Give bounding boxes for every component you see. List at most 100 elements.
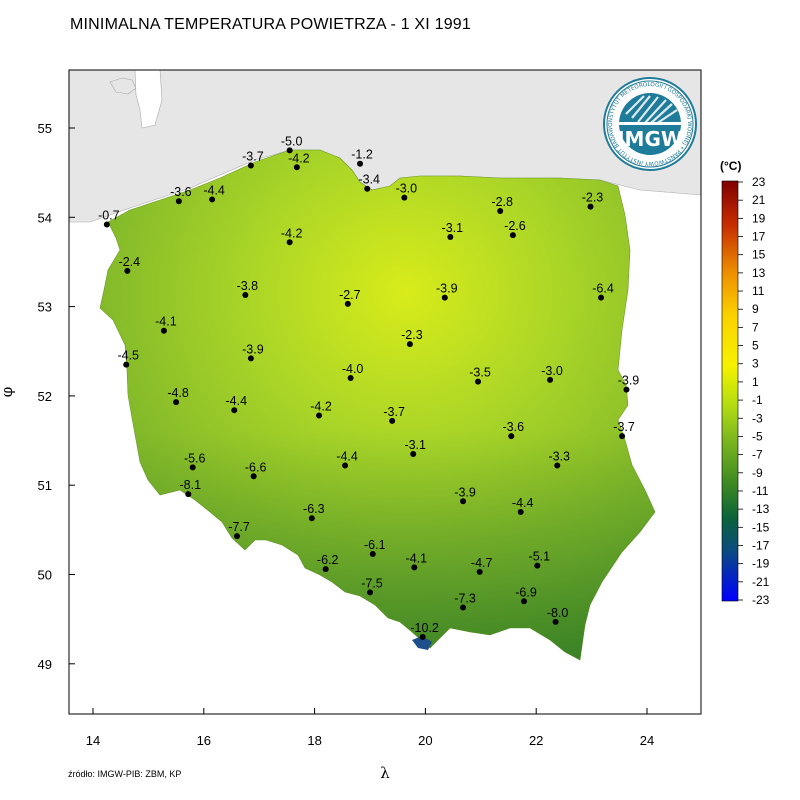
station-marker <box>509 232 516 239</box>
station-value: -2.4 <box>119 255 141 269</box>
station: -2.3 <box>582 191 604 210</box>
station: -5.0 <box>281 134 302 154</box>
station-value: -3.4 <box>358 173 380 187</box>
station-value: -3.9 <box>618 374 640 388</box>
station: -6.1 <box>364 538 386 557</box>
legend-tick-label: 3 <box>752 357 759 371</box>
y-tick-label: 52 <box>38 389 52 404</box>
station-marker <box>406 341 413 348</box>
station-marker <box>286 239 293 246</box>
legend-tick-label: -23 <box>752 593 770 607</box>
station: -4.1 <box>406 551 427 571</box>
legend-tick-label: 15 <box>752 248 766 262</box>
station-marker <box>598 294 605 301</box>
station: -4.5 <box>117 349 139 368</box>
station: -2.6 <box>504 219 526 239</box>
station-value: -1.2 <box>351 148 373 162</box>
station: -6.9 <box>515 585 537 605</box>
station-value: -2.6 <box>504 219 526 233</box>
legend-tick-label: 17 <box>752 230 766 244</box>
station: -4.0 <box>342 362 363 382</box>
station-value: -4.5 <box>117 349 139 363</box>
station-marker <box>175 198 182 205</box>
station-marker <box>247 355 254 362</box>
station-marker <box>411 564 418 571</box>
station-marker <box>460 604 467 611</box>
station-value: -6.6 <box>245 460 267 474</box>
station-value: -3.0 <box>396 182 418 196</box>
station: -3.7 <box>613 420 635 440</box>
station-marker <box>623 386 630 393</box>
station-marker <box>123 361 130 368</box>
station: -4.4 <box>203 183 225 203</box>
station: -3.9 <box>242 342 264 362</box>
station-marker <box>547 376 554 383</box>
station-value: -3.9 <box>436 282 458 296</box>
station-value: -4.4 <box>225 394 247 408</box>
legend-tick-label: -13 <box>752 502 770 516</box>
legend-tick-label: -11 <box>752 484 769 498</box>
station-value: -3.5 <box>469 366 491 380</box>
station-value: -3.7 <box>242 150 264 164</box>
station-marker <box>534 562 541 569</box>
station: -4.8 <box>167 386 189 406</box>
x-tick-label: 18 <box>307 733 321 748</box>
station: -1.2 <box>351 148 373 167</box>
station-marker <box>347 375 354 382</box>
station: -4.2 <box>281 226 303 246</box>
station: -3.9 <box>454 485 476 505</box>
legend-tick-label: 21 <box>752 193 766 207</box>
station: -5.6 <box>184 451 206 471</box>
station-marker <box>250 473 257 480</box>
station: -3.5 <box>469 366 491 385</box>
station-marker <box>322 566 329 573</box>
station: -7.3 <box>454 592 476 611</box>
station-value: -3.1 <box>442 221 464 235</box>
station: -2.4 <box>119 255 141 274</box>
x-tick-label: 20 <box>418 733 432 748</box>
station: -4.2 <box>310 400 332 419</box>
station-marker <box>619 433 626 440</box>
station-value: -4.2 <box>310 400 332 414</box>
station: -8.0 <box>547 606 568 625</box>
station-value: -7.7 <box>228 520 250 534</box>
station-marker <box>286 147 293 154</box>
station-value: -3.7 <box>383 405 405 419</box>
y-tick-label: 50 <box>38 568 52 583</box>
station: -3.0 <box>541 364 563 383</box>
legend-tick-label: 9 <box>752 302 759 316</box>
y-tick-label: 51 <box>38 478 52 493</box>
station: -0.7 <box>98 208 120 228</box>
station: -3.9 <box>436 282 458 301</box>
station-marker <box>447 233 454 240</box>
station-value: -2.3 <box>582 191 604 205</box>
station: -2.3 <box>401 328 423 348</box>
station-marker <box>517 508 524 515</box>
station-marker <box>242 291 249 298</box>
station-value: -7.3 <box>454 592 476 606</box>
station-value: -6.1 <box>364 538 386 552</box>
y-tick-label: 54 <box>38 210 52 225</box>
station-value: -7.5 <box>361 576 383 590</box>
legend-tick-label: -5 <box>752 429 763 443</box>
legend-tick-label: -9 <box>752 466 763 480</box>
legend-tick-label: 7 <box>752 320 759 334</box>
station: -6.2 <box>317 553 338 573</box>
legend-tick-label: 23 <box>752 175 766 189</box>
legend-tick-label: -19 <box>752 557 770 571</box>
legend-tick-label: 11 <box>752 284 765 298</box>
y-tick-label: 53 <box>38 300 52 315</box>
station-value: -4.7 <box>471 556 493 570</box>
station: -3.3 <box>548 450 570 469</box>
y-axis-label: φ <box>0 387 16 398</box>
plot-frame <box>68 69 702 715</box>
legend-colorbar <box>721 180 739 602</box>
station-marker <box>124 267 131 274</box>
legend-unit: (°C) <box>720 159 741 173</box>
x-tick-label: 22 <box>529 733 543 748</box>
legend-tick-label: 13 <box>752 266 766 280</box>
station-value: -4.2 <box>281 226 303 240</box>
station-marker <box>189 464 196 471</box>
station-value: -3.6 <box>170 185 192 199</box>
station-value: -6.4 <box>592 282 614 296</box>
